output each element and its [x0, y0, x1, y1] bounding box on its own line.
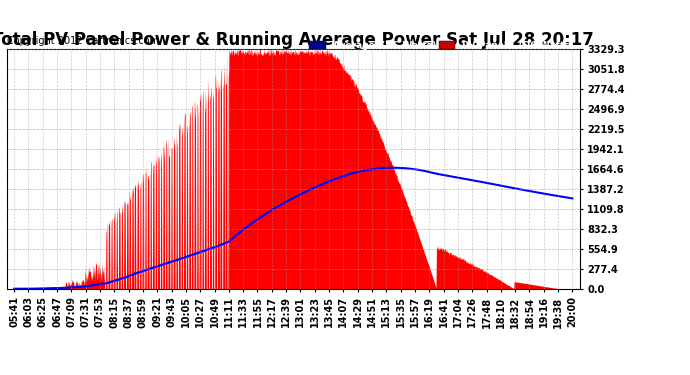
Text: Copyright 2012 Cartronics.com: Copyright 2012 Cartronics.com — [7, 36, 159, 45]
Title: Total PV Panel Power & Running Average Power Sat Jul 28 20:17: Total PV Panel Power & Running Average P… — [0, 31, 594, 49]
Legend: Average  (DC Watts), PV Panels  (DC Watts): Average (DC Watts), PV Panels (DC Watts) — [308, 40, 575, 51]
